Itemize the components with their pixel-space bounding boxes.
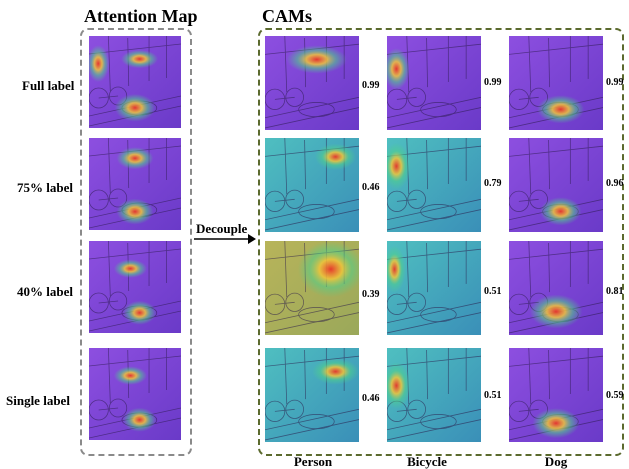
cam-tile-single-bicycle [387,348,481,442]
score-75-dog: 0.96 [606,178,624,189]
cam-tile-75-bicycle [387,138,481,232]
attention-map-box [80,28,192,456]
row-label-single: Single label [6,393,70,408]
score-40-dog: 0.81 [606,286,624,297]
score-75-bicycle: 0.79 [484,178,502,189]
decouple-label: Decouple [196,221,248,236]
cam-tile-40-person [265,241,359,335]
score-single-person: 0.46 [362,393,380,404]
score-75-person: 0.46 [362,182,380,193]
col-label-bicycle: Bicycle [407,454,447,469]
cam-tile-full-bicycle [387,36,481,130]
cam-tile-40-bicycle [387,241,481,335]
cam-tile-single-dog [509,348,603,442]
attention-map-tile-40 [89,241,181,333]
attention-map-tile-single [89,348,181,440]
cams-box [258,28,624,456]
score-full-person: 0.99 [362,80,380,91]
row-label-40: 40% label [17,284,73,299]
cams-title: CAMs [262,6,312,26]
cam-tile-75-person [265,138,359,232]
row-label-75: 75% label [17,180,73,195]
score-full-bicycle: 0.99 [484,77,502,88]
col-label-dog: Dog [544,454,568,469]
row-label-full: Full label [22,78,75,93]
decouple-arrow [194,234,256,244]
cam-tile-single-person [265,348,359,442]
attention-map-title: Attention Map [84,6,198,26]
score-single-dog: 0.59 [606,390,624,401]
cam-tile-full-person [265,36,359,130]
score-40-bicycle: 0.51 [484,286,502,297]
score-full-dog: 0.99 [606,77,624,88]
cam-tile-75-dog [509,138,603,232]
attention-map-tile-full [89,36,181,128]
col-label-person: Person [293,454,333,469]
score-single-bicycle: 0.51 [484,390,502,401]
attention-map-tile-75 [89,138,181,230]
cam-tile-40-dog [509,241,603,335]
cam-tile-full-dog [509,36,603,130]
score-40-person: 0.39 [362,289,380,300]
